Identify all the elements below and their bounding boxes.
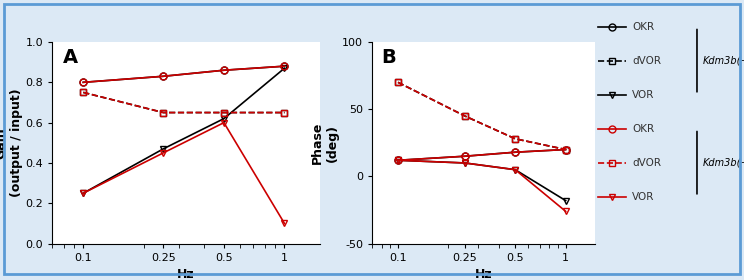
Text: OKR: OKR (632, 124, 654, 134)
Text: dVOR: dVOR (632, 158, 661, 168)
Text: OKR: OKR (632, 22, 654, 32)
X-axis label: Hz: Hz (475, 268, 493, 280)
Text: Kdm3b(+/-): Kdm3b(+/-) (702, 158, 744, 168)
Y-axis label: Gain
(output / input): Gain (output / input) (0, 88, 22, 197)
Text: A: A (62, 48, 78, 67)
Y-axis label: Phase
(deg): Phase (deg) (311, 122, 339, 164)
Text: dVOR: dVOR (632, 56, 661, 66)
Text: B: B (381, 48, 396, 67)
X-axis label: Hz: Hz (177, 268, 195, 280)
Text: Kdm3b(+/+): Kdm3b(+/+) (702, 56, 744, 66)
Text: VOR: VOR (632, 90, 654, 100)
Text: VOR: VOR (632, 192, 654, 202)
